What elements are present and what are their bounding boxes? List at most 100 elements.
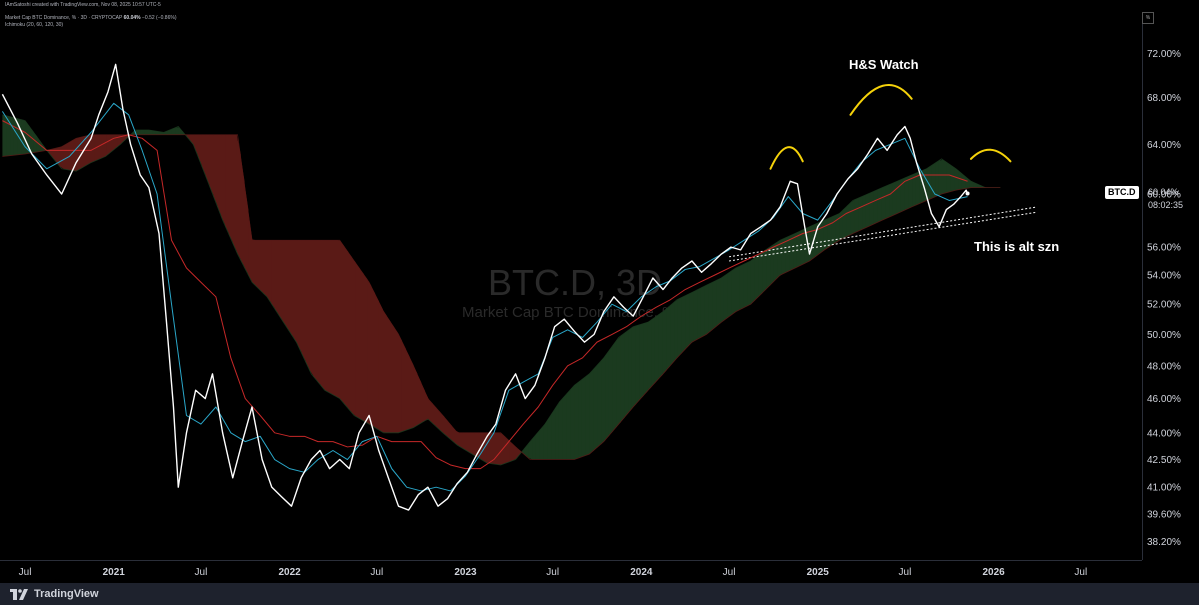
cloud-segment	[562, 393, 568, 460]
cloud-segment	[793, 232, 798, 269]
cloud-segment	[436, 407, 441, 431]
price-scale[interactable]: 72.00% 68.00% 64.00% 60.00% 56.00% 54.00% 52.0…	[1142, 12, 1199, 560]
price-tick-label: 44.00%	[1147, 428, 1181, 439]
cloud-segment	[209, 134, 214, 197]
chart-pane[interactable]: BTC.D, 3D Market Cap BTC Dominance, %	[0, 12, 1142, 560]
cloud-segment	[405, 348, 410, 431]
price-tick-label: 72.00%	[1147, 49, 1181, 60]
cloud-segment	[670, 302, 675, 366]
cloud-segment	[474, 432, 479, 458]
cloud-segment	[148, 130, 153, 135]
cloud-segment	[819, 220, 825, 254]
cloud-segment	[877, 188, 882, 223]
cloud-segment	[566, 389, 571, 460]
annotation-hs-watch[interactable]: H&S Watch	[849, 57, 919, 72]
tradingview-icon	[10, 588, 28, 600]
time-tick-label: Jul	[1074, 567, 1087, 578]
cloud-segment	[720, 276, 725, 324]
cloud-segment	[608, 345, 614, 436]
cloud-segment	[374, 293, 379, 430]
cloud-segment	[912, 173, 917, 207]
cloud-segment	[509, 440, 514, 462]
cloud-segment	[850, 199, 855, 235]
cloud-segment	[386, 315, 391, 433]
cloud-segment	[328, 240, 333, 395]
time-tick-label: Jul	[370, 567, 383, 578]
cloud-segment	[121, 134, 126, 144]
time-tick-label: Jul	[195, 567, 208, 578]
cloud-segment	[942, 159, 947, 194]
cloud-segment	[267, 240, 272, 304]
annotation-alt-szn[interactable]: This is alt szn	[974, 239, 1060, 254]
cloud-segment	[601, 356, 606, 444]
cloud-segment	[52, 148, 57, 162]
cloud-segment	[29, 126, 34, 154]
scale-mode-button[interactable]: %	[1142, 12, 1154, 24]
symbol-watermark: BTC.D, 3D	[488, 262, 663, 303]
cloud-segment	[885, 184, 890, 219]
cloud-segment	[620, 333, 625, 423]
cloud-segment	[520, 448, 525, 455]
cloud-segment	[205, 134, 211, 187]
base-line	[2, 120, 968, 470]
cloud-segment	[455, 430, 460, 447]
cloud-segment	[700, 285, 706, 338]
cloud-segment	[854, 198, 859, 233]
cloud-segment	[735, 266, 740, 312]
cloud-segment	[578, 379, 583, 459]
cloud-segment	[631, 325, 637, 409]
cloud-segment	[274, 240, 280, 316]
series-legend[interactable]: Market Cap BTC Dominance, % · 3D · CRYPT…	[5, 15, 176, 21]
cloud-segment	[294, 240, 299, 346]
indicator-legend[interactable]: Ichimoku (20, 60, 120, 30)	[5, 22, 64, 28]
time-tick-label: Jul	[899, 567, 912, 578]
hs-arc-3	[969, 148, 1012, 163]
cloud-segment	[478, 432, 483, 461]
time-tick-label: 2024	[630, 567, 653, 578]
tradingview-logo[interactable]: TradingView	[10, 588, 99, 600]
cloud-segment	[585, 373, 591, 456]
cloud-segment	[785, 236, 790, 273]
cloud-segment	[512, 444, 518, 461]
cloud-segment	[954, 167, 959, 191]
cloud-segment	[758, 252, 763, 297]
cloud-segment	[225, 134, 230, 235]
cloud-segment	[532, 434, 537, 460]
cloud-segment	[470, 432, 475, 456]
cloud-segment	[462, 432, 468, 451]
cloud-segment	[171, 127, 176, 135]
cloud-segment	[574, 382, 579, 460]
cloud-segment	[704, 284, 710, 336]
cloud-segment	[355, 262, 360, 419]
cloud-segment	[251, 239, 257, 286]
cloud-segment	[950, 164, 955, 192]
cloud-segment	[282, 240, 287, 327]
cloud-segment	[447, 421, 452, 441]
time-scale[interactable]: Jul 2021 Jul 2022 Jul 2023 Jul 2024 Jul 2025 Jul 20…	[0, 560, 1142, 583]
cloud-segment	[221, 134, 226, 226]
time-tick-label: Jul	[723, 567, 736, 578]
cloud-segment	[754, 255, 759, 301]
cloud-segment	[416, 373, 422, 426]
cloud-segment	[612, 340, 617, 432]
cloud-segment	[535, 430, 541, 460]
cloud-segment	[731, 268, 736, 315]
cloud-segment	[831, 215, 836, 246]
cloud-segment	[278, 240, 283, 321]
bar-countdown: 08:02:35	[1148, 200, 1184, 210]
cloud-segment	[927, 165, 932, 201]
cloud-segment	[382, 309, 387, 433]
cloud-segment	[647, 320, 652, 392]
cloud-segment	[90, 134, 95, 163]
cloud-segment	[393, 327, 399, 433]
cloud-segment	[827, 217, 832, 248]
plot-svg	[1, 63, 1038, 511]
time-tick-label: 2025	[807, 567, 830, 578]
cloud-segment	[773, 241, 779, 282]
cloud-segment	[305, 240, 310, 370]
cloud-segment	[958, 170, 963, 190]
description-watermark: Market Cap BTC Dominance, %	[462, 304, 676, 321]
series-legend-value: 60.04%	[123, 15, 141, 21]
cloud-segment	[862, 194, 867, 230]
cloud-segment	[935, 160, 940, 197]
